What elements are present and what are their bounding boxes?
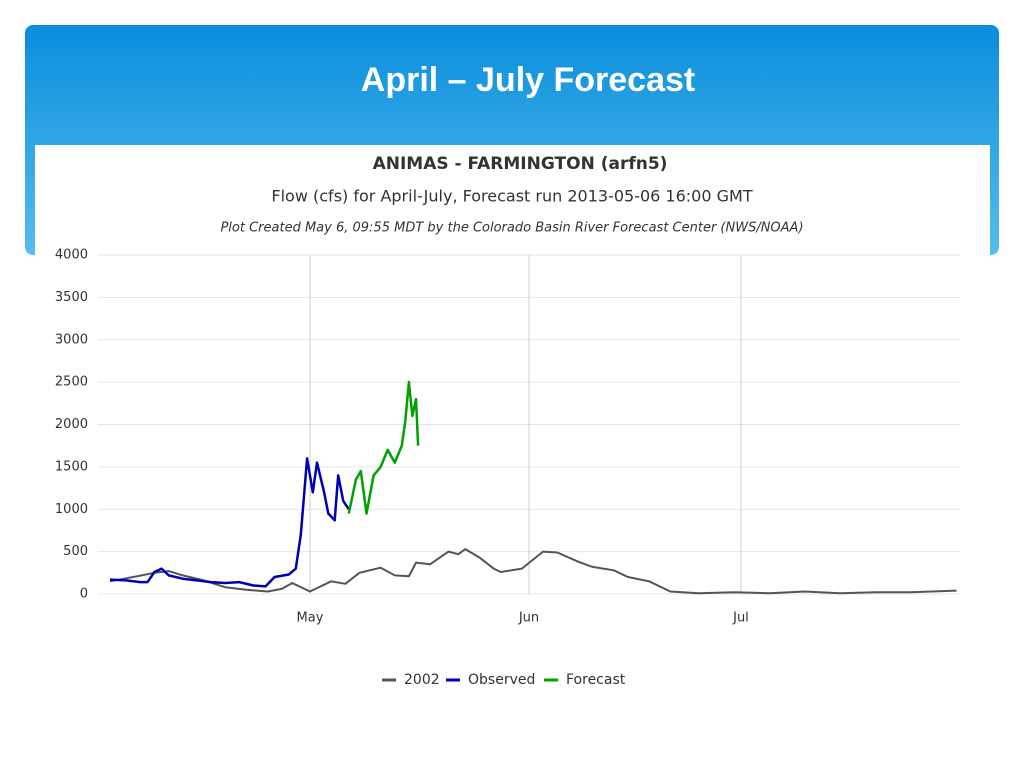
y-tick-label: 4000 bbox=[55, 248, 88, 263]
x-tick-label: Jul bbox=[732, 611, 749, 626]
series-line bbox=[347, 380, 420, 515]
legend-label: 2002 bbox=[404, 672, 440, 688]
y-tick-label: 1500 bbox=[55, 459, 88, 474]
chart-annotation: Plot Created May 6, 09:55 MDT by the Col… bbox=[220, 221, 803, 236]
y-tick-label: 2500 bbox=[55, 375, 88, 390]
x-tick-label: May bbox=[297, 611, 324, 626]
series-line bbox=[109, 548, 957, 595]
series-line bbox=[109, 457, 350, 588]
y-tick-label: 2000 bbox=[55, 417, 88, 432]
slide-title: April – July Forecast bbox=[361, 61, 695, 99]
chart-subtitle: Flow (cfs) for April-July, Forecast run … bbox=[271, 187, 752, 206]
y-tick-label: 3500 bbox=[55, 290, 88, 305]
legend-label: Observed bbox=[468, 672, 535, 688]
y-tick-label: 3000 bbox=[55, 332, 88, 347]
chart-title: ANIMAS - FARMINGTON (arfn5) bbox=[373, 154, 668, 174]
y-tick-label: 500 bbox=[63, 544, 88, 559]
x-tick-label: Jun bbox=[518, 611, 539, 626]
y-tick-label: 0 bbox=[80, 587, 88, 602]
chart-panel bbox=[35, 145, 990, 768]
y-tick-label: 1000 bbox=[55, 502, 88, 517]
legend-label: Forecast bbox=[566, 672, 626, 688]
